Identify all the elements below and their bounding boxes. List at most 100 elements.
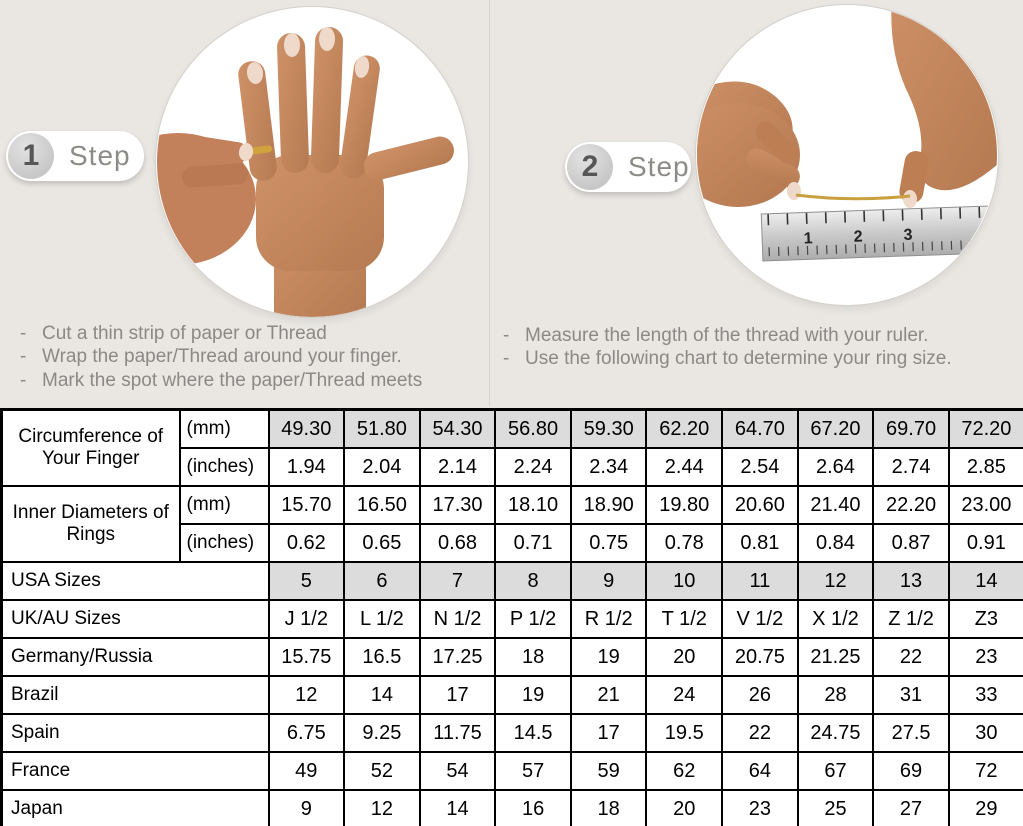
row-label: France (0, 751, 270, 791)
size-value-cell: 62 (645, 751, 724, 791)
row-group-label: Inner Diameters of Rings (0, 485, 181, 563)
size-value-cell: 9.25 (343, 713, 421, 753)
main-hand (238, 27, 454, 317)
step2-label: Step (628, 151, 690, 182)
instruction-text: Measure the length of the thread with yo… (525, 325, 929, 346)
left-hand (697, 81, 801, 207)
helper-hand (157, 133, 256, 265)
size-value-cell: 11.75 (418, 713, 497, 753)
size-value-cell: Z 1/2 (872, 599, 950, 639)
size-value-cell: 20 (645, 637, 724, 677)
size-value-cell: 72 (947, 751, 1023, 791)
instruction-text: Mark the spot where the paper/Thread mee… (42, 369, 423, 391)
instruction-item: - Use the following chart to determine y… (503, 348, 952, 370)
size-value-cell: 2.74 (872, 447, 950, 487)
size-value-cell: 62.20 (645, 408, 724, 449)
size-value-cell: 19.80 (645, 485, 724, 525)
size-value-cell: 14 (418, 789, 497, 826)
step2-photo-circle: 1 2 3 (695, 4, 999, 306)
size-value-cell: Z3 (947, 599, 1023, 639)
brazil-row: Brazil 12 14 17 19 21 24 26 28 31 33 (0, 675, 1023, 715)
size-value-cell: 24 (645, 675, 724, 715)
size-value-cell: 0.87 (872, 523, 950, 563)
size-value-cell: 23.00 (947, 485, 1023, 525)
size-value-cell: 10 (645, 561, 724, 601)
usa-sizes-row: USA Sizes 5 6 7 8 9 10 11 12 13 14 (0, 561, 1023, 601)
row-group-label: Circumference of Your Finger (0, 408, 181, 487)
row-label: Brazil (0, 675, 270, 715)
size-value-cell: 9 (569, 561, 648, 601)
right-hand (891, 5, 997, 208)
size-value-cell: R 1/2 (569, 599, 648, 639)
size-value-cell: 14.5 (494, 713, 572, 753)
size-value-cell: 27 (872, 789, 950, 826)
size-value-cell: 0.75 (569, 523, 648, 563)
ruler: 1 2 3 (760, 205, 997, 262)
instruction-text: Cut a thin strip of paper or Thread (42, 323, 327, 344)
size-value-cell: 19.5 (645, 713, 724, 753)
size-value-cell: 0.62 (267, 523, 346, 563)
gold-thread (795, 193, 911, 201)
row-label: USA Sizes (0, 561, 270, 601)
size-value-cell: 15.70 (267, 485, 346, 525)
step2-badge: 2 Step (565, 142, 691, 192)
size-value-cell: 18 (494, 637, 572, 677)
instruction-text: Use the following chart to determine you… (525, 348, 952, 370)
instructions-section: 1 2 3 1 Step 2 Step - Cut a thin strip o… (0, 0, 1023, 408)
size-value-cell: 31 (872, 675, 950, 715)
size-value-cell: 64.70 (721, 408, 799, 449)
size-value-cell: 72.20 (947, 408, 1023, 449)
size-value-cell: 21 (569, 675, 648, 715)
size-value-cell: 14 (343, 675, 421, 715)
size-value-cell: 6.75 (267, 713, 346, 753)
size-value-cell: 2.04 (343, 447, 421, 487)
size-value-cell: 67.20 (796, 408, 875, 449)
size-value-cell: 0.78 (645, 523, 724, 563)
instruction-item: - Mark the spot where the paper/Thread m… (20, 369, 423, 391)
size-value-cell: 23 (721, 789, 799, 826)
circumference-inches-row: (inches) 1.94 2.04 2.14 2.24 2.34 2.44 2.54 2.6… (2, 447, 1023, 487)
size-value-cell: 6 (343, 561, 421, 601)
bullet-dash: - (503, 325, 510, 346)
unit-cell: (mm) (178, 485, 270, 525)
unit-cell: (inches) (178, 523, 270, 563)
size-value-cell: 16.50 (343, 485, 421, 525)
size-value-cell: L 1/2 (343, 599, 421, 639)
ruler-number-3: 3 (903, 227, 913, 244)
size-value-cell: 0.84 (796, 523, 875, 563)
size-value-cell: 11 (721, 561, 799, 601)
france-row: France 49 52 54 57 59 62 64 67 69 72 (0, 751, 1023, 791)
germany-russia-row: Germany/Russia 15.75 16.5 17.25 18 19 20 20.75… (0, 637, 1023, 677)
spain-row: Spain 6.75 9.25 11.75 14.5 17 19.5 22 24.75 27.5… (0, 713, 1023, 753)
instruction-item: - Cut a thin strip of paper or Thread (20, 323, 422, 344)
size-value-cell: 69 (872, 751, 950, 791)
size-value-cell: 2.64 (796, 447, 875, 487)
size-value-cell: 18.90 (569, 485, 648, 525)
size-value-cell: 17.25 (418, 637, 497, 677)
size-value-cell: 20.75 (721, 637, 799, 677)
size-value-cell: 2.54 (721, 447, 799, 487)
size-value-cell: 7 (418, 561, 497, 601)
hands-measuring-thread-with-ruler-illustration: 1 2 3 (697, 5, 997, 262)
size-value-cell: 30 (947, 713, 1023, 753)
size-value-cell: 13 (872, 561, 950, 601)
unit-cell: (inches) (178, 447, 270, 487)
size-value-cell: 0.81 (721, 523, 799, 563)
size-value-cell: 59 (569, 751, 648, 791)
step1-badge: 1 Step (6, 131, 144, 181)
size-value-cell: 52 (343, 751, 421, 791)
size-value-cell: 19 (494, 675, 572, 715)
size-value-cell: 25 (796, 789, 875, 826)
size-value-cell: 51.80 (343, 408, 421, 449)
size-value-cell: 59.30 (569, 408, 648, 449)
size-value-cell: 0.91 (947, 523, 1023, 563)
uk-au-sizes-row: UK/AU Sizes J 1/2 L 1/2 N 1/2 P 1/2 R 1/2 T 1… (0, 599, 1023, 639)
size-value-cell: N 1/2 (418, 599, 497, 639)
bullet-dash: - (20, 346, 27, 368)
size-value-cell: 17 (418, 675, 497, 715)
size-value-cell: 67 (796, 751, 875, 791)
size-value-cell: 0.68 (418, 523, 497, 563)
size-value-cell: 20.60 (721, 485, 799, 525)
size-value-cell: T 1/2 (645, 599, 724, 639)
